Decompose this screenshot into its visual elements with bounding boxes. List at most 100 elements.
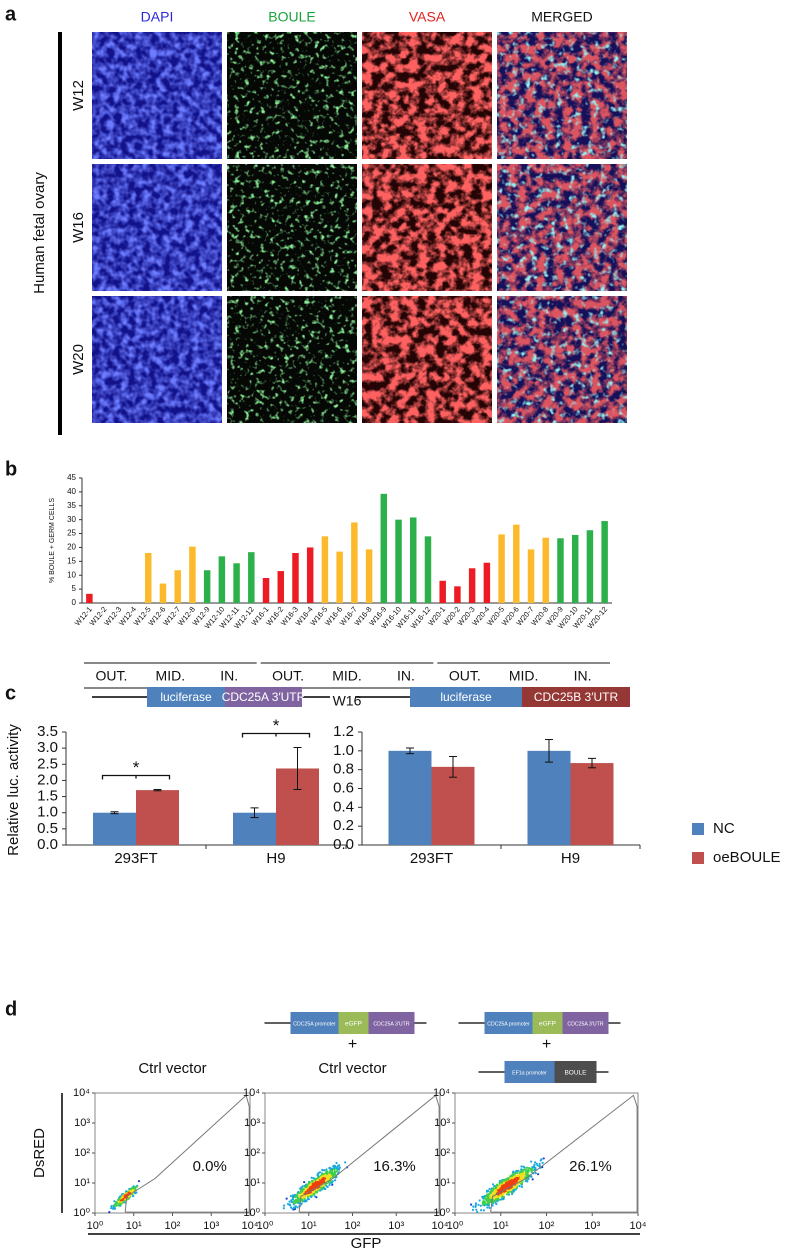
- density-dot: [538, 1164, 541, 1167]
- density-dot: [320, 1178, 324, 1181]
- significance-bracket: [241, 732, 311, 738]
- micrograph-signal: [497, 296, 627, 423]
- micrograph-signal: [227, 32, 357, 159]
- density-dot: [130, 1187, 133, 1190]
- y-tick-label: 2.5: [37, 755, 58, 772]
- density-dot: [322, 1184, 325, 1187]
- y-tick-label: 2.0: [37, 771, 58, 788]
- density-dot: [317, 1172, 320, 1175]
- density-dot: [303, 1180, 306, 1184]
- density-dot: [328, 1180, 331, 1184]
- density-dot: [531, 1178, 534, 1181]
- density-dot: [508, 1183, 511, 1187]
- density-dot: [338, 1166, 342, 1169]
- density-dot: [313, 1195, 316, 1198]
- density-dot: [310, 1187, 313, 1190]
- y-tick-label: 0.5: [37, 820, 58, 837]
- bar: [93, 812, 136, 845]
- region-label: MID.: [509, 668, 539, 684]
- region-label: OUT.: [272, 668, 304, 684]
- density-dot: [541, 1161, 544, 1164]
- density-dot: [477, 1203, 480, 1206]
- density-dot: [502, 1182, 505, 1185]
- bar: [380, 493, 388, 603]
- density-dot: [515, 1176, 518, 1179]
- construct-part: [290, 1012, 339, 1034]
- density-dot: [308, 1180, 311, 1184]
- side-label: Human fetal ovary: [31, 172, 48, 294]
- region-label: IN.: [397, 668, 415, 684]
- density-dot: [502, 1179, 505, 1182]
- density-dot: [125, 1190, 128, 1193]
- density-dot: [298, 1191, 301, 1194]
- density-dot: [314, 1190, 318, 1193]
- bar: [513, 524, 520, 603]
- joiner: +: [542, 1036, 551, 1053]
- density-dot: [297, 1201, 300, 1205]
- density-dot: [285, 1197, 288, 1200]
- construct-part: [225, 687, 302, 707]
- y-tick-label: 10²: [434, 1147, 450, 1159]
- density-dot: [497, 1193, 500, 1196]
- y-axis-label: DsRED: [31, 1128, 48, 1178]
- x-tick-label: 10⁰: [257, 1220, 274, 1232]
- density-dot: [328, 1171, 331, 1174]
- density-dot: [527, 1167, 531, 1170]
- density-dot: [291, 1207, 294, 1210]
- density-dot: [330, 1172, 333, 1176]
- density-dot: [520, 1168, 523, 1171]
- row-label: W20: [70, 344, 87, 375]
- density-dot: [530, 1160, 533, 1163]
- density-dot: [118, 1202, 121, 1205]
- bar: [336, 551, 343, 603]
- bar: [468, 568, 476, 603]
- panel-label: b: [5, 458, 17, 480]
- density-dot: [501, 1186, 504, 1189]
- construct-label: EF1α promoter: [512, 1070, 547, 1076]
- density-dot: [506, 1189, 509, 1192]
- y-tick-label: 10⁰: [433, 1207, 450, 1219]
- density-dot: [320, 1186, 323, 1189]
- construct-label: luciferase: [160, 690, 212, 704]
- micrograph-signal: [227, 296, 357, 423]
- x-tick-label: 293FT: [410, 850, 453, 867]
- density-dot: [288, 1203, 292, 1206]
- region-label: IN.: [574, 668, 592, 684]
- y-tick-label: 3.5: [37, 723, 58, 740]
- y-axis-label: % BOULE + GERM CELLS: [49, 498, 56, 583]
- density-dot: [535, 1162, 538, 1165]
- density-dot: [501, 1184, 504, 1187]
- density-dot: [534, 1161, 537, 1164]
- x-tick-label: 10¹: [493, 1220, 509, 1232]
- panel-label: c: [5, 682, 16, 704]
- density-dot: [488, 1187, 491, 1191]
- construct-part: [522, 687, 630, 707]
- density-dot: [498, 1179, 501, 1183]
- density-dot: [491, 1183, 495, 1186]
- density-dot: [517, 1174, 520, 1177]
- y-tick-label: 0.0: [37, 836, 58, 853]
- bar: [439, 580, 446, 603]
- density-dot: [310, 1176, 313, 1179]
- y-tick-label: 10⁴: [243, 1087, 260, 1099]
- y-tick-label: 0.4: [333, 798, 354, 815]
- density-dot: [527, 1177, 530, 1181]
- construct-part: [484, 1012, 533, 1034]
- y-tick-label: 40: [67, 487, 76, 496]
- density-dot: [495, 1190, 498, 1193]
- gate: [124, 1094, 250, 1213]
- density-dot: [514, 1174, 518, 1177]
- y-tick-label: 1.0: [333, 742, 354, 759]
- density-dot: [282, 1207, 285, 1210]
- bar: [233, 812, 276, 845]
- gate-label: 0.0%: [193, 1158, 227, 1175]
- legend-label: NC: [713, 820, 735, 837]
- density-dot: [519, 1176, 523, 1179]
- gate-label: 16.3%: [373, 1158, 416, 1175]
- density-dot: [289, 1206, 293, 1209]
- density-dot: [321, 1181, 324, 1184]
- construct-label: eGFP: [345, 1021, 362, 1028]
- x-tick-label: 10³: [388, 1220, 404, 1232]
- density-dot: [325, 1171, 328, 1174]
- density-dot: [518, 1185, 521, 1188]
